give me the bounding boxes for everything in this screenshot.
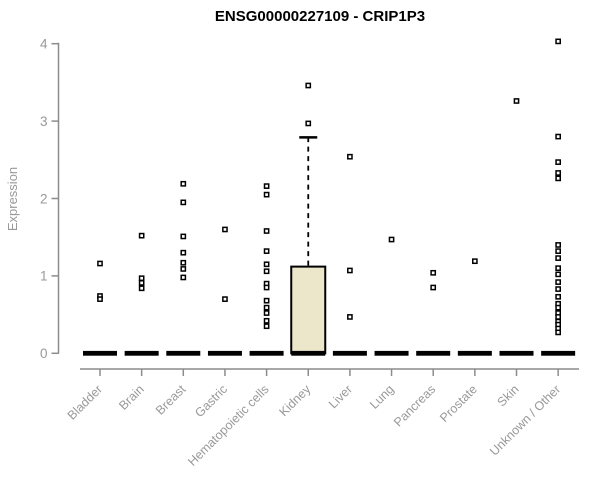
outlier-point [97,260,103,267]
outlier-point [97,296,103,302]
median-bar [83,350,117,356]
outlier-point [430,269,437,276]
outlier-point [263,183,270,189]
x-axis-label: Bladder [65,382,105,422]
outlier-point [138,280,145,286]
outlier-point [347,267,353,274]
median-bar [416,350,451,356]
outlier-point [263,323,270,330]
outlier-point [263,304,270,311]
median-bar [457,350,492,356]
outlier-point [472,258,478,265]
outlier-point [555,159,561,165]
outlier-point [222,296,228,302]
outlier-point [555,329,561,336]
median-bar [124,350,159,356]
y-tick-label: 4 [40,37,48,52]
x-axis-label: Kidney [276,382,313,419]
outlier-point [263,310,270,316]
outlier-point [555,170,561,176]
outlier-point [555,265,561,272]
outlier-point [222,226,228,233]
x-axis-label: Breast [153,382,189,418]
x-axis-label: Prostate [437,382,480,425]
outlier-point [513,98,520,104]
outlier-point [180,233,187,240]
outlier-point [180,199,187,206]
outlier-point [347,314,353,320]
outlier-point [555,175,561,182]
y-tick-label: 3 [40,114,48,129]
x-axis-label: Pancreas [391,382,438,429]
outlier-point [388,236,395,243]
outlier-point [180,180,187,187]
x-axis-label: Liver [326,382,355,411]
outlier-point [138,232,145,239]
outlier-point [263,268,270,275]
outlier-point [305,120,312,127]
y-tick-label: 0 [40,346,48,361]
x-axis-label: Hematopoietic cells [185,382,272,469]
outlier-point [555,248,561,254]
median-bar [499,350,534,356]
median-bar [541,350,576,356]
outlier-point [555,304,561,311]
x-axis-label: Unknown / Other [487,382,563,458]
outlier-point [180,274,187,281]
outlier-point [555,38,561,45]
outlier-point [263,261,270,268]
outlier-point [555,286,561,292]
median-bar [207,350,242,356]
outlier-point [430,284,437,291]
outlier-point [263,191,270,198]
median-bar [374,350,409,356]
outlier-point [138,275,145,282]
x-axis-label: Brain [116,382,147,413]
box-rect [290,265,327,355]
x-axis-label: Skin [495,382,522,409]
chart-title: ENSG00000227109 - CRIP1P3 [214,8,426,25]
median-bar [332,350,367,356]
outlier-point [263,297,270,304]
outlier-point [555,293,561,300]
x-axis-label: Gastric [192,382,230,420]
outlier-point [180,259,187,266]
median-bar [249,350,284,356]
outlier-point [180,249,187,256]
median-bar [291,350,326,356]
outlier-point [555,279,561,285]
outlier-point [555,314,561,320]
outlier-point [347,153,353,160]
outlier-point [305,82,312,89]
outlier-point [180,266,187,272]
outlier-point [263,248,270,254]
outlier-point [555,255,561,261]
y-tick-label: 1 [40,269,48,284]
y-tick-label: 2 [40,191,48,206]
outlier-point [555,133,561,140]
outlier-point [263,284,270,291]
outlier-point [555,242,561,248]
outlier-point [263,317,270,324]
x-axis-label: Lung [367,382,397,412]
median-bar [166,350,201,356]
outlier-point [138,285,145,292]
outlier-point [263,228,270,234]
outlier-point [555,271,561,278]
